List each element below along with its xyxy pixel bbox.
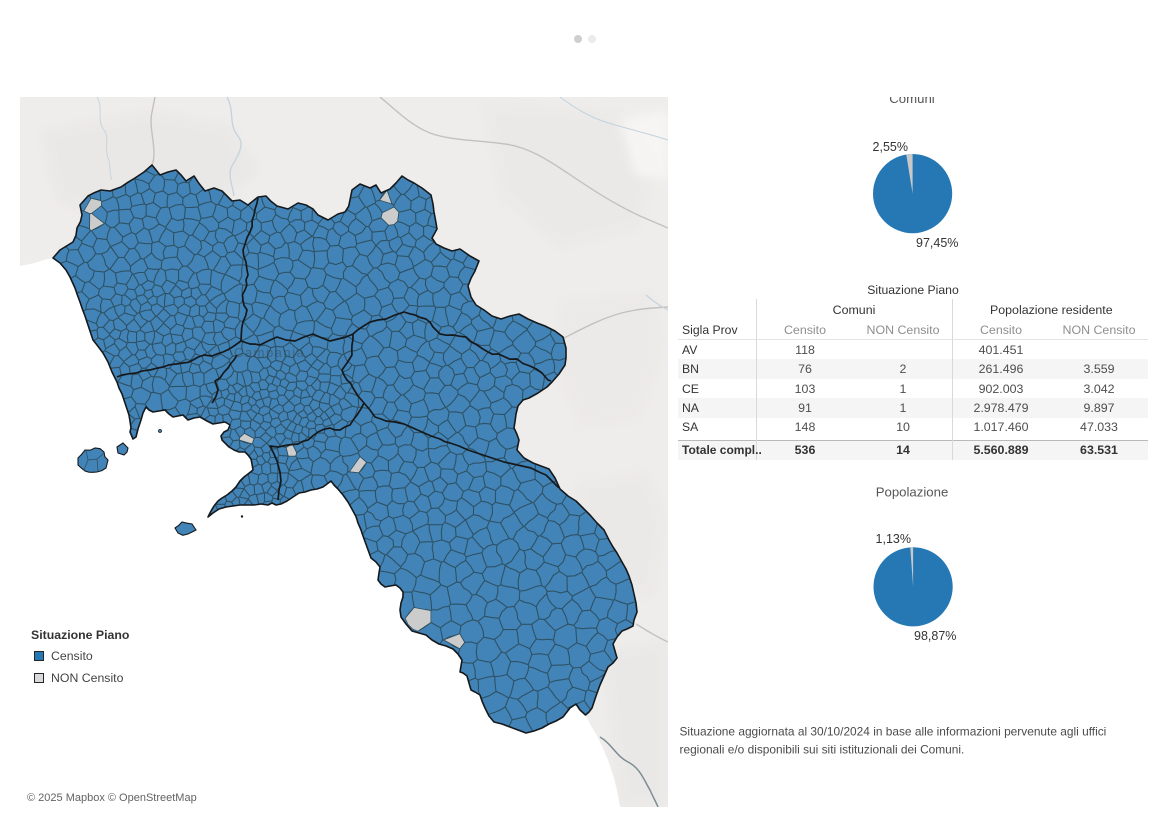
svg-text:regionali e/o disponibili sui: regionali e/o disponibili sui siti istit… <box>680 743 965 757</box>
svg-text:Situazione aggiornata al 30/10: Situazione aggiornata al 30/10/2024 in b… <box>680 725 1107 739</box>
svg-text:© 2025 Mapbox © OpenStreetMap: © 2025 Mapbox © OpenStreetMap <box>27 792 197 804</box>
svg-text:1,13%: 1,13% <box>876 532 911 546</box>
svg-text:97,45%: 97,45% <box>916 236 958 250</box>
svg-text:98,87%: 98,87% <box>914 629 956 643</box>
svg-text:Comuni: Comuni <box>889 97 935 106</box>
svg-text:Popolazione: Popolazione <box>876 485 949 500</box>
svg-text:Campania: Campania <box>234 345 305 360</box>
svg-text:2,55%: 2,55% <box>873 140 908 154</box>
